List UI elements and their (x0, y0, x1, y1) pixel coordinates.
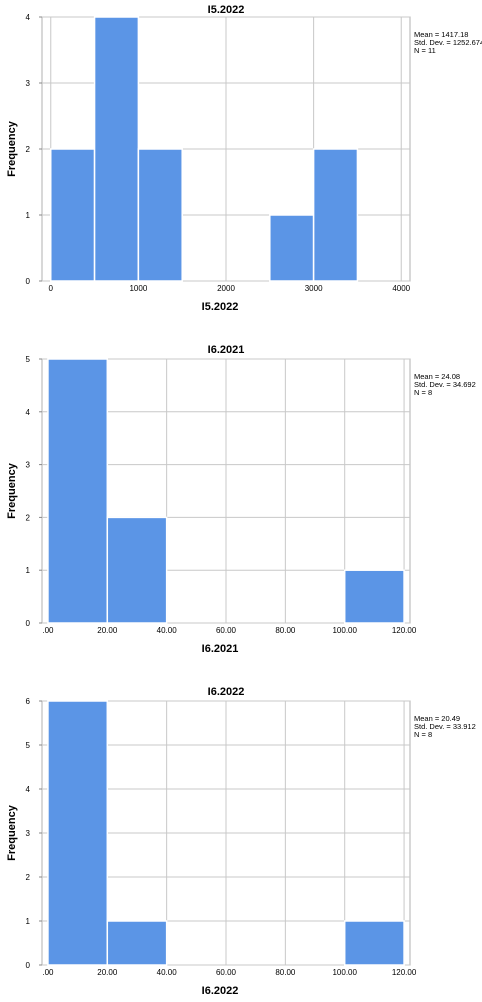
chart-3: I6.2022 0 1 2 3 4 5 6 .00 20.00 40.00 60.00 80.00 100… (6, 686, 476, 997)
x-tick-label: 0 (49, 284, 54, 293)
chart-title: I6.2021 (208, 344, 245, 356)
y-tick-label: 3 (26, 79, 31, 88)
x-axis-label: I5.2022 (202, 301, 239, 313)
x-tick-label: 40.00 (157, 626, 178, 635)
y-tick-label: 1 (26, 917, 31, 926)
y-tick-label: 6 (26, 697, 31, 706)
x-tick-label: 80.00 (275, 968, 296, 977)
y-axis-label: Frequency (6, 462, 18, 519)
x-axis-label: I6.2021 (202, 643, 239, 655)
histogram-bar (137, 148, 183, 282)
stats-line: Mean = 1417.18 (414, 30, 468, 39)
y-tick-label: 4 (26, 13, 31, 22)
x-tick-label: 2000 (217, 284, 235, 293)
y-tick-label: 4 (26, 408, 31, 417)
histogram-bar (269, 214, 315, 282)
x-tick-label: 100.00 (332, 968, 357, 977)
stats-line: N = 8 (414, 730, 432, 739)
y-tick-label: 1 (26, 211, 31, 220)
x-tick-label: 20.00 (97, 626, 118, 635)
y-tick-label: 5 (26, 355, 31, 364)
x-tick-label: 3000 (305, 284, 323, 293)
histogram-bar (47, 358, 109, 624)
chart-title: I5.2022 (208, 4, 245, 16)
histogram-bar (106, 516, 168, 624)
histogram-bar (47, 700, 109, 966)
histogram-bar (50, 148, 96, 282)
y-tick-label: 0 (26, 277, 31, 286)
x-tick-label: 100.00 (332, 626, 357, 635)
x-tick-label: 60.00 (216, 968, 237, 977)
chart-2: I6.2021 0 1 2 3 4 5 .00 20.00 40.00 60.00 80.00 100.… (6, 344, 476, 655)
stats-line: N = 8 (414, 388, 432, 397)
y-tick-label: 3 (26, 829, 31, 838)
histogram-bar (93, 16, 140, 282)
x-tick-label: 40.00 (157, 968, 178, 977)
x-tick-label: 4000 (392, 284, 410, 293)
x-tick-label: .00 (42, 968, 54, 977)
x-axis-label: I6.2022 (202, 985, 239, 997)
y-tick-label: 0 (26, 619, 31, 628)
stats-line: Std. Dev. = 34.692 (414, 380, 476, 389)
histogram-bar (312, 148, 359, 282)
histogram-bar (343, 920, 405, 966)
y-tick-label: 2 (26, 513, 31, 522)
y-tick-label: 2 (26, 145, 31, 154)
histogram-bar (343, 569, 405, 624)
y-axis-label: Frequency (6, 120, 18, 177)
chart-title: I6.2022 (208, 686, 245, 698)
y-axis-label: Frequency (6, 804, 18, 861)
y-tick-label: 5 (26, 741, 31, 750)
stats-line: Std. Dev. = 33.912 (414, 722, 476, 731)
histogram-bar (106, 920, 168, 966)
y-tick-label: 1 (26, 566, 31, 575)
y-tick-label: 4 (26, 785, 31, 794)
chart-1: I5.2022 0 1 2 3 4 0 1000 2000 3000 4000 I5.2022 Freq… (6, 4, 482, 313)
stats-line: N = 11 (414, 46, 436, 55)
stats-line: Mean = 20.49 (414, 714, 460, 723)
x-tick-label: 1000 (129, 284, 147, 293)
x-tick-label: 120.00 (392, 626, 417, 635)
y-tick-label: 2 (26, 873, 31, 882)
x-tick-label: 120.00 (392, 968, 417, 977)
x-tick-label: .00 (42, 626, 54, 635)
stats-line: Std. Dev. = 1252.674 (414, 38, 482, 47)
y-tick-label: 0 (26, 961, 31, 970)
stats-line: Mean = 24.08 (414, 372, 460, 381)
x-tick-label: 80.00 (275, 626, 296, 635)
x-tick-label: 60.00 (216, 626, 237, 635)
x-tick-label: 20.00 (97, 968, 118, 977)
y-tick-label: 3 (26, 461, 31, 470)
